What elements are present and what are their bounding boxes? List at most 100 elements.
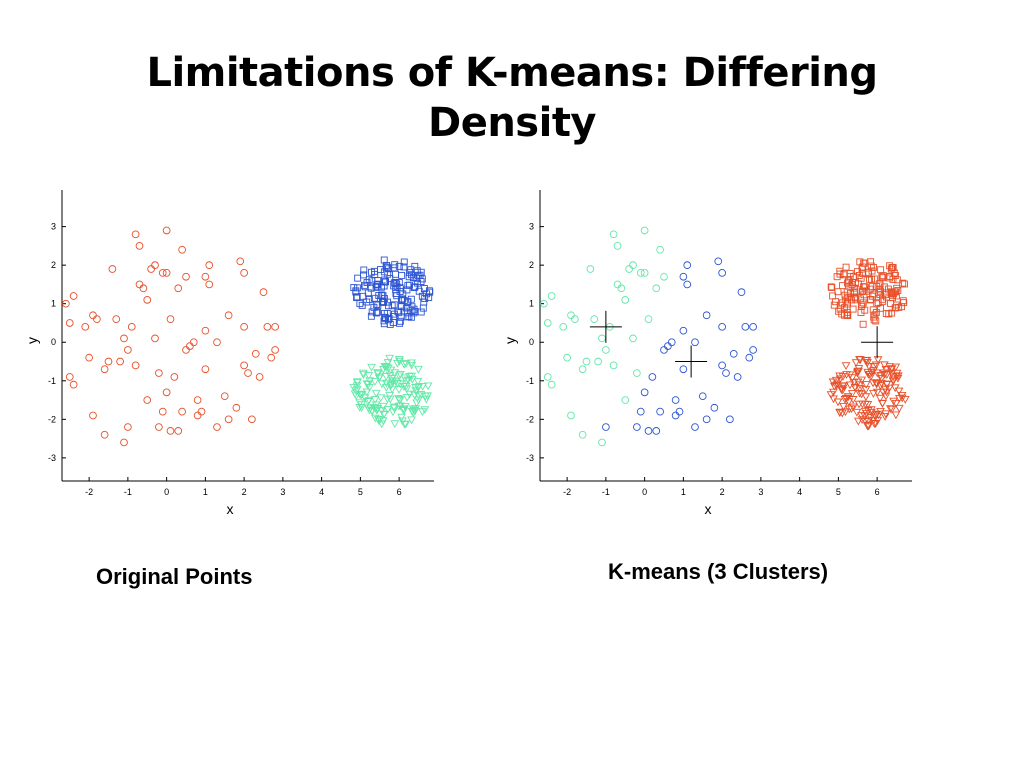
data-point (859, 287, 867, 295)
data-point (120, 438, 128, 447)
data-point (403, 286, 411, 294)
data-point (842, 263, 850, 271)
data-point (879, 272, 887, 280)
data-point (629, 261, 637, 270)
data-point (857, 390, 867, 399)
data-point (356, 391, 366, 400)
data-point (267, 353, 276, 362)
data-point (162, 388, 171, 397)
data-point (359, 371, 368, 380)
data-point (866, 285, 874, 293)
data-point (403, 376, 413, 385)
data-point (874, 299, 882, 307)
data-point (259, 288, 268, 296)
data-point (830, 301, 838, 309)
data-point (178, 245, 186, 254)
data-point (349, 384, 359, 392)
data-point (833, 273, 841, 281)
data-point (100, 365, 109, 374)
data-point (873, 416, 883, 425)
data-point (394, 356, 404, 364)
data-point (69, 292, 78, 300)
data-point (396, 317, 404, 325)
data-point (869, 292, 877, 300)
data-point (866, 414, 876, 422)
data-point (571, 315, 579, 323)
x-tick-label: 1 (203, 487, 208, 497)
data-point (844, 405, 854, 414)
y-tick-label: -2 (526, 414, 534, 424)
data-point (857, 274, 865, 282)
data-point (567, 411, 575, 420)
data-point (383, 261, 390, 269)
data-point (899, 279, 907, 287)
data-point (85, 353, 93, 362)
data-point (893, 374, 903, 383)
data-point (602, 423, 610, 431)
data-point (400, 403, 410, 411)
data-point (859, 299, 867, 307)
data-point (388, 302, 396, 310)
data-point (895, 394, 904, 403)
data-point (182, 272, 190, 281)
y-tick-label: 3 (51, 222, 56, 232)
data-point (671, 396, 680, 404)
data-point (722, 369, 730, 377)
data-point (849, 403, 858, 412)
data-point (394, 386, 404, 394)
data-point (890, 290, 898, 298)
data-point (609, 361, 618, 370)
y-tick-label: -1 (48, 376, 56, 386)
x-tick-label: -2 (85, 487, 93, 497)
data-point (578, 430, 587, 439)
data-point (714, 257, 723, 266)
data-point (143, 295, 152, 304)
data-point (867, 408, 876, 417)
data-point (417, 308, 425, 316)
data-point (829, 388, 838, 397)
data-point (863, 422, 872, 431)
data-point (352, 287, 360, 295)
data-point (710, 403, 719, 412)
data-point (749, 322, 757, 331)
data-point (860, 291, 868, 299)
data-point (65, 319, 74, 327)
data-point (644, 315, 653, 323)
data-point (844, 279, 851, 287)
y-tick-label: 1 (529, 299, 534, 309)
data-point (888, 376, 898, 385)
y-tick-label: 3 (529, 222, 534, 232)
data-point (100, 430, 109, 439)
data-point (112, 315, 121, 323)
data-point (155, 369, 163, 377)
data-point (124, 346, 132, 354)
data-point (884, 384, 894, 393)
data-point (648, 373, 657, 381)
data-point (186, 342, 194, 350)
data-point (365, 296, 373, 303)
data-point (174, 284, 183, 293)
data-point (861, 393, 871, 402)
data-point (170, 373, 179, 381)
data-point (124, 423, 132, 431)
data-point (131, 230, 140, 239)
data-point (81, 322, 90, 331)
data-point (358, 369, 368, 378)
data-point (401, 360, 411, 368)
data-point (406, 269, 413, 277)
data-point (388, 377, 397, 386)
data-point (567, 311, 575, 320)
data-point (857, 309, 865, 316)
data-point (392, 270, 399, 278)
data-point (870, 290, 878, 298)
data-point (62, 299, 70, 308)
data-point (598, 438, 606, 447)
data-point (213, 338, 221, 347)
data-point (656, 245, 664, 254)
data-point (410, 309, 418, 317)
data-point (387, 375, 397, 383)
data-point (877, 287, 884, 295)
data-point (858, 265, 866, 273)
data-point (353, 294, 361, 302)
data-point (877, 266, 885, 274)
